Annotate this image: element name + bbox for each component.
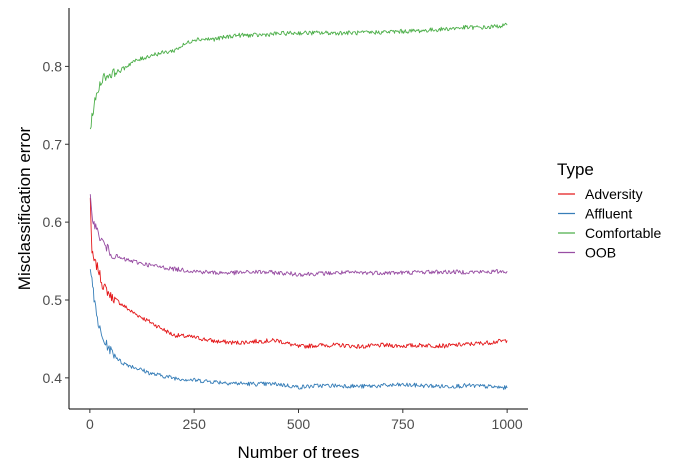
- legend-label-oob: OOB: [585, 245, 616, 261]
- x-tick-label: 500: [287, 416, 311, 432]
- x-tick-label: 0: [86, 416, 94, 432]
- y-axis-ticks: 0.4 0.5 0.6 0.7 0.8: [43, 58, 69, 386]
- series-line-adversity: [89, 197, 508, 349]
- legend-label-affluent: Affluent: [585, 206, 632, 222]
- legend-title: Type: [557, 160, 594, 179]
- x-axis-ticks: 0 250 500 750 1000: [86, 409, 523, 432]
- y-axis-title: Misclassification error: [15, 126, 34, 290]
- legend-label-adversity: Adversity: [585, 186, 643, 202]
- series-line-comfortable: [89, 22, 508, 130]
- legend: Type Adversity Affluent Comfortable OOB: [557, 160, 661, 261]
- y-tick-label: 0.8: [43, 58, 63, 74]
- y-tick-label: 0.5: [43, 292, 63, 308]
- y-tick-label: 0.7: [43, 136, 63, 152]
- legend-label-comfortable: Comfortable: [585, 225, 661, 241]
- series-line-oob: [89, 194, 508, 277]
- x-tick-label: 750: [391, 416, 415, 432]
- x-tick-label: 250: [183, 416, 207, 432]
- legend-items: Adversity Affluent Comfortable OOB: [558, 186, 661, 261]
- x-tick-label: 1000: [492, 416, 523, 432]
- y-tick-label: 0.4: [43, 370, 63, 386]
- x-axis-title: Number of trees: [238, 443, 360, 462]
- y-tick-label: 0.6: [43, 214, 63, 230]
- series-lines: [89, 22, 508, 391]
- series-line-affluent: [89, 269, 508, 391]
